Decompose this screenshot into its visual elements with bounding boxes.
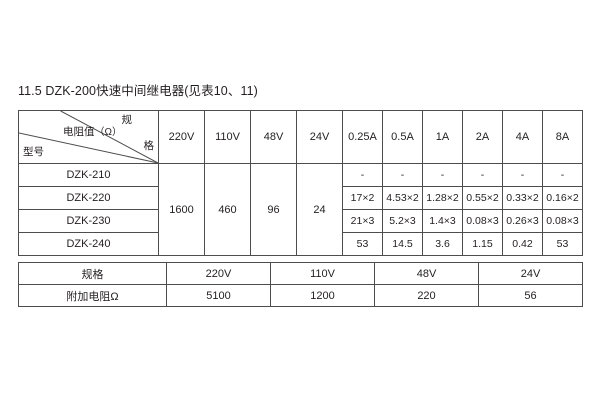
cell-dzk210-4a: -	[502, 163, 543, 187]
table-row: 附加电阻Ω 5100 1200 220 56	[18, 284, 583, 307]
corner-header-cell: 规 格 电阻值（Ω） 型号	[18, 110, 159, 164]
sub-spec-24v: 24V	[478, 262, 583, 285]
model-dzk-210: DZK-210	[18, 163, 159, 187]
corner-label-resistance: 电阻值（Ω）	[63, 126, 122, 139]
cell-dzk230-4a: 0.26×3	[502, 209, 543, 233]
column-header-0.5a: 0.5A	[382, 110, 423, 164]
cell-dzk240-2a: 1.15	[462, 232, 503, 256]
page-title: 11.5 DZK-200快速中间继电器(见表10、11)	[18, 84, 258, 98]
sub-row-label-resistance: 附加电阻Ω	[18, 284, 167, 307]
table-header-row: 规 格 电阻值（Ω） 型号 220V 110V 48V 24V 0.25A 0.…	[18, 110, 583, 164]
cell-dzk230-1a: 1.4×3	[422, 209, 463, 233]
diagonal-divider-lines	[19, 111, 158, 163]
cell-dzk210-0.25a: -	[342, 163, 383, 187]
table-row: DZK-240 53 14.5 3.6 1.15 0.42 53	[18, 232, 583, 256]
cell-dzk220-1a: 1.28×2	[422, 186, 463, 210]
corner-label-spec-1: 规	[121, 114, 133, 126]
sub-resistance-110v: 1200	[270, 284, 375, 307]
column-header-1a: 1A	[422, 110, 463, 164]
column-header-48v: 48V	[250, 110, 297, 164]
cell-dzk220-8a: 0.16×2	[542, 186, 583, 210]
cell-dzk230-2a: 0.08×3	[462, 209, 503, 233]
cell-dzk230-0.5a: 5.2×3	[382, 209, 423, 233]
cell-dzk220-0.25a: 17×2	[342, 186, 383, 210]
corner-label-resistance-unit: （Ω）	[94, 127, 122, 138]
value-24v-merged: 24	[296, 163, 343, 256]
model-dzk-230: DZK-230	[18, 209, 159, 233]
cell-dzk230-8a: 0.08×3	[542, 209, 583, 233]
corner-label-model: 型号	[23, 146, 44, 158]
cell-dzk240-1a: 3.6	[422, 232, 463, 256]
model-dzk-240: DZK-240	[18, 232, 159, 256]
main-table-container: 规 格 电阻值（Ω） 型号 220V 110V 48V 24V 0.25A 0.…	[18, 110, 583, 256]
value-220v-merged: 1600	[158, 163, 205, 256]
sub-resistance-48v: 220	[374, 284, 479, 307]
model-dzk-220: DZK-220	[18, 186, 159, 210]
sub-spec-48v: 48V	[374, 262, 479, 285]
table-row: 规格 220V 110V 48V 24V	[18, 262, 583, 285]
column-header-2a: 2A	[462, 110, 503, 164]
cell-dzk240-8a: 53	[542, 232, 583, 256]
value-110v-merged: 460	[204, 163, 251, 256]
cell-dzk240-0.5a: 14.5	[382, 232, 423, 256]
corner-label-resistance-text: 电阻值	[63, 126, 95, 138]
additional-resistance-table-container: 规格 220V 110V 48V 24V 附加电阻Ω 5100 1200 220…	[18, 262, 583, 307]
column-header-4a: 4A	[502, 110, 543, 164]
sub-resistance-220v: 5100	[166, 284, 271, 307]
cell-dzk240-4a: 0.42	[502, 232, 543, 256]
column-header-110v: 110V	[204, 110, 251, 164]
column-header-8a: 8A	[542, 110, 583, 164]
cell-dzk220-2a: 0.55×2	[462, 186, 503, 210]
cell-dzk210-1a: -	[422, 163, 463, 187]
column-header-0.25a: 0.25A	[342, 110, 383, 164]
value-48v-merged: 96	[250, 163, 297, 256]
relay-resistance-table: 规 格 电阻值（Ω） 型号 220V 110V 48V 24V 0.25A 0.…	[18, 110, 583, 256]
additional-resistance-table: 规格 220V 110V 48V 24V 附加电阻Ω 5100 1200 220…	[18, 262, 583, 307]
sub-resistance-24v: 56	[478, 284, 583, 307]
cell-dzk210-8a: -	[542, 163, 583, 187]
cell-dzk220-0.5a: 4.53×2	[382, 186, 423, 210]
cell-dzk220-4a: 0.33×2	[502, 186, 543, 210]
sub-spec-110v: 110V	[270, 262, 375, 285]
column-header-24v: 24V	[296, 110, 343, 164]
corner-label-spec-2: 格	[143, 140, 155, 152]
sub-spec-220v: 220V	[166, 262, 271, 285]
cell-dzk210-2a: -	[462, 163, 503, 187]
sub-row-label-spec: 规格	[18, 262, 167, 285]
column-header-220v: 220V	[158, 110, 205, 164]
cell-dzk230-0.25a: 21×3	[342, 209, 383, 233]
table-row: DZK-210 1600 460 96 24 - - - - - -	[18, 163, 583, 256]
cell-dzk210-0.5a: -	[382, 163, 423, 187]
cell-dzk240-0.25a: 53	[342, 232, 383, 256]
